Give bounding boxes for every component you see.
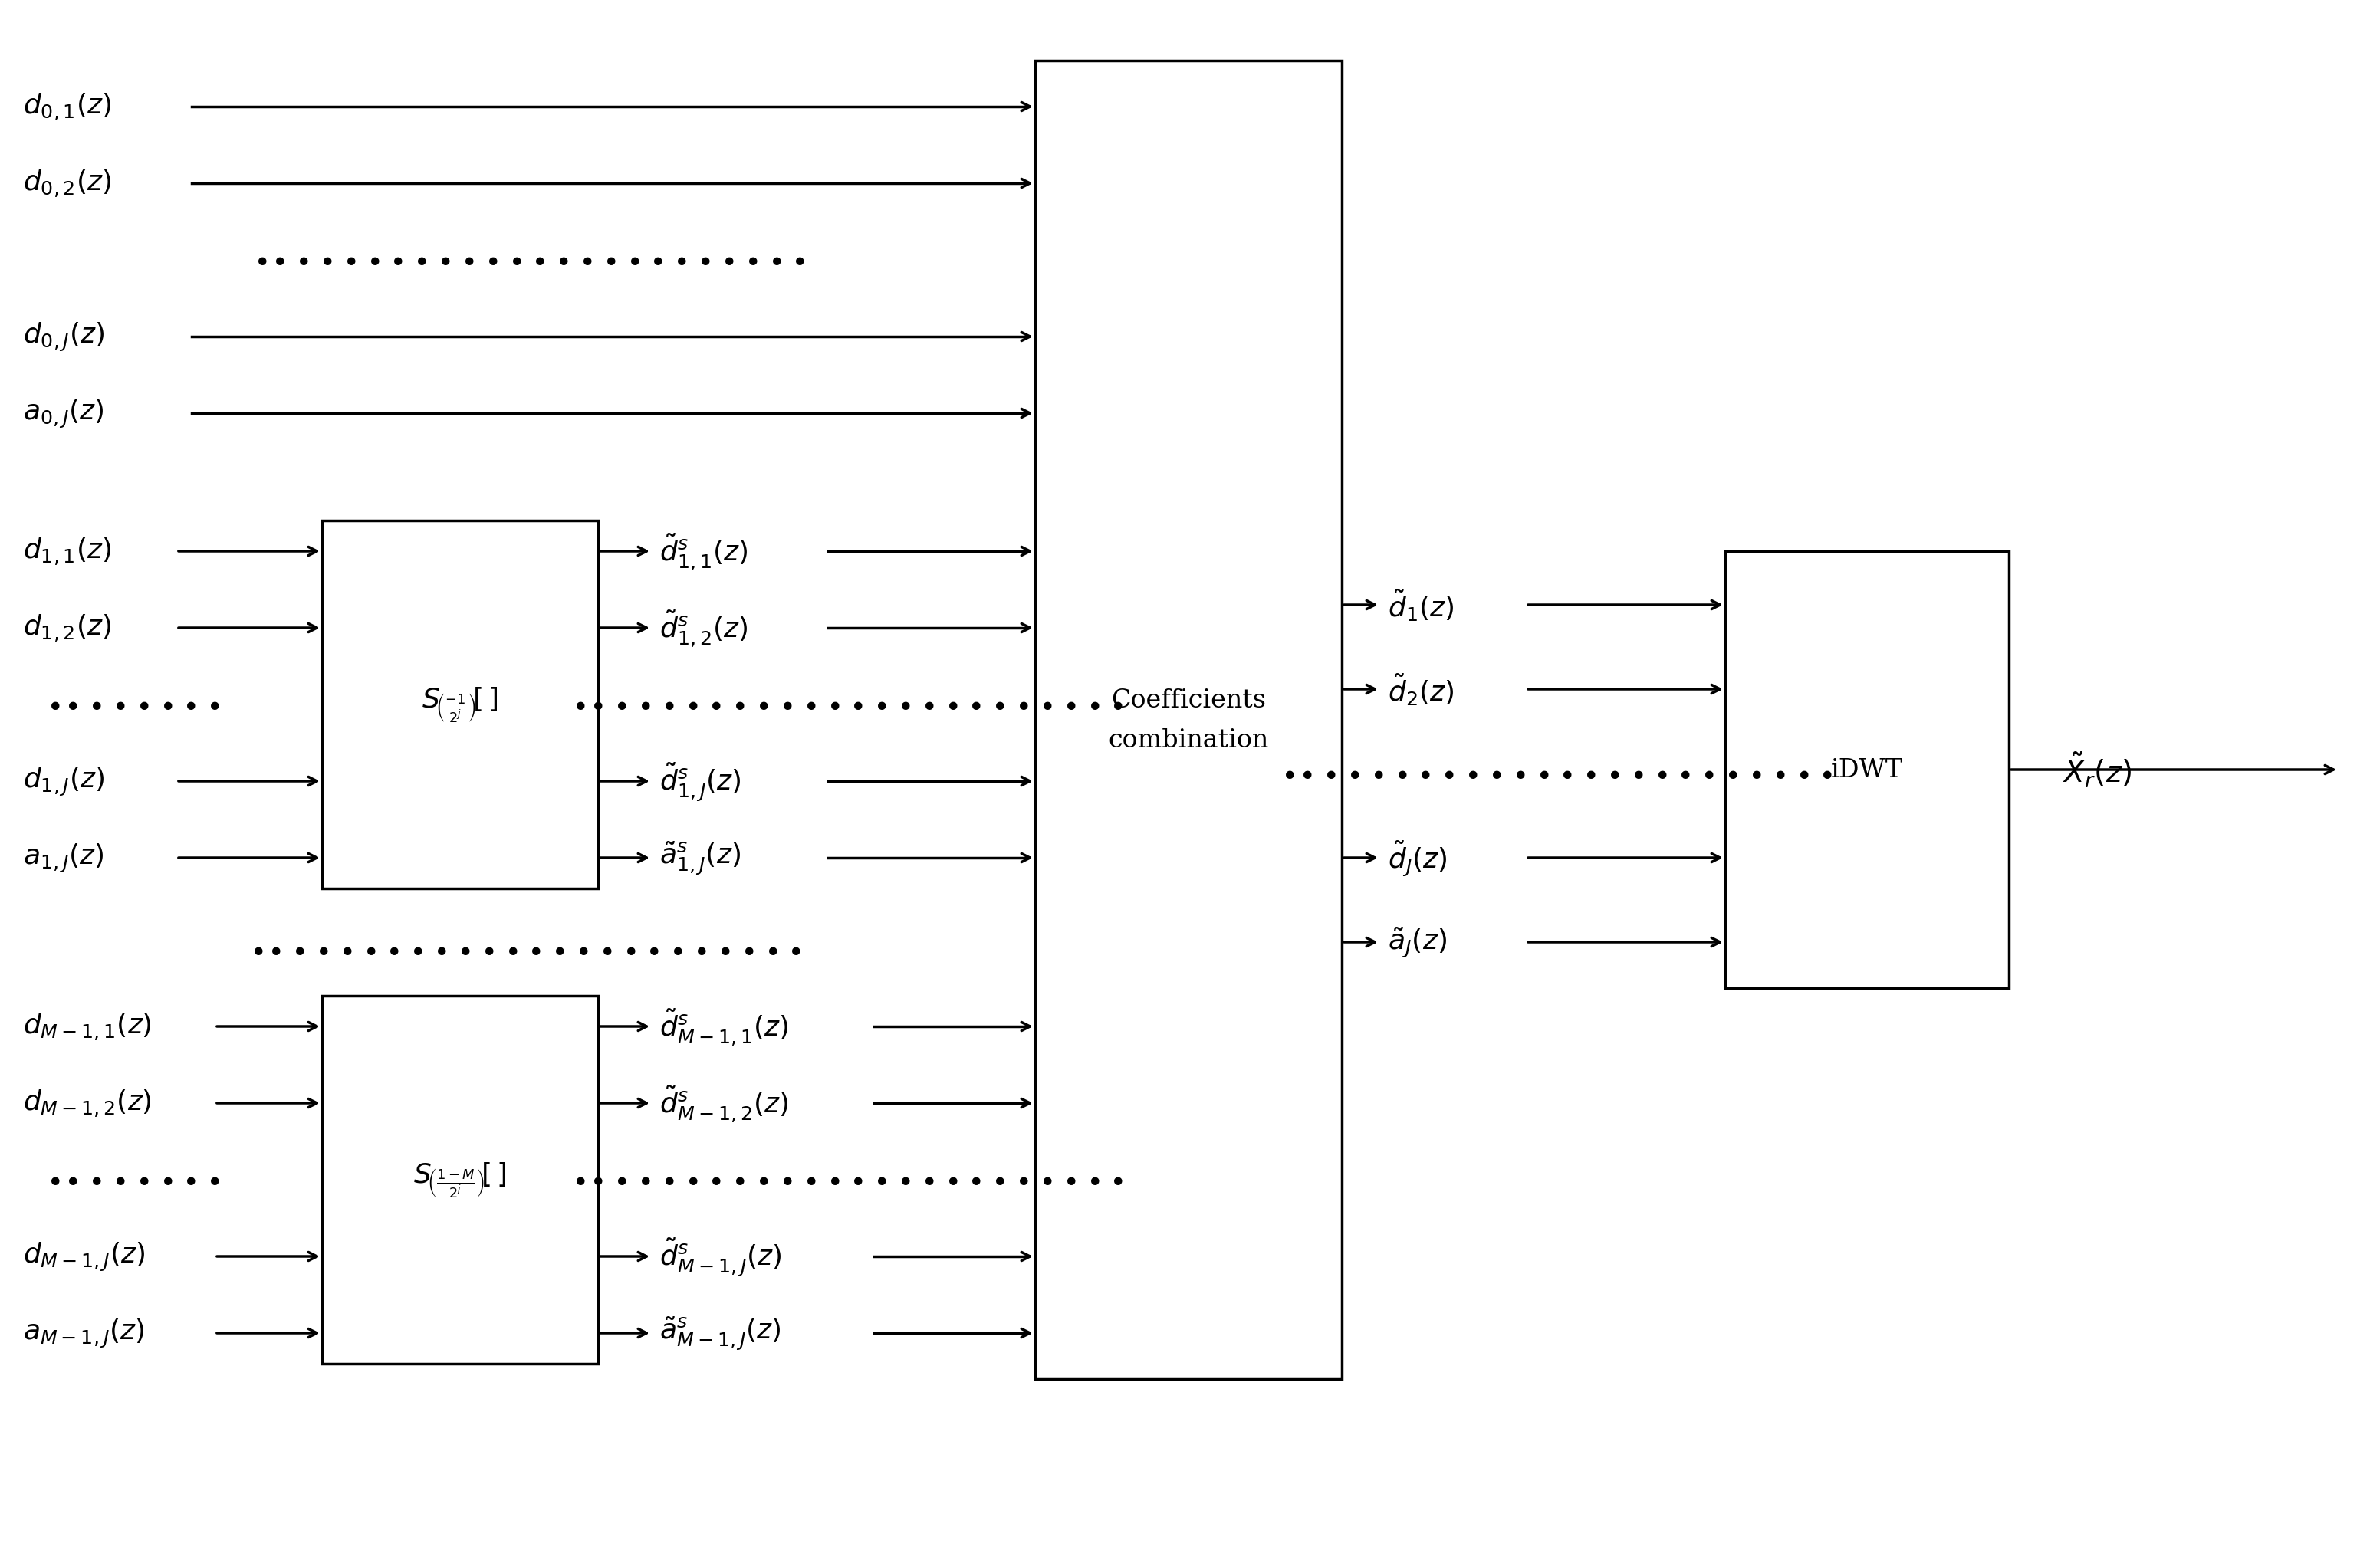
- Bar: [321, 520, 597, 889]
- Text: $d_{1,2}(z)$: $d_{1,2}(z)$: [24, 613, 112, 644]
- Text: $d_{0,2}(z)$: $d_{0,2}(z)$: [24, 169, 112, 199]
- Text: $\bullet\!\bullet\!\bullet\!\bullet\!\bullet\!\bullet\!\bullet\!\bullet\!\bullet: $\bullet\!\bullet\!\bullet\!\bullet\!\bu…: [571, 692, 1123, 717]
- Text: $\bullet\!\bullet\!\bullet\!\bullet\!\bullet\!\bullet\!\bullet\!\bullet\!\bullet: $\bullet\!\bullet\!\bullet\!\bullet\!\bu…: [1280, 761, 1833, 786]
- Text: $d_{M-1,1}(z)$: $d_{M-1,1}(z)$: [24, 1011, 152, 1043]
- Text: iDWT: iDWT: [1830, 758, 1904, 782]
- Text: Coefficients
combination: Coefficients combination: [1109, 688, 1269, 752]
- Text: $\tilde{d}^s_{M-1,2}(z)$: $\tilde{d}^s_{M-1,2}(z)$: [659, 1083, 788, 1124]
- Text: $\tilde{a}^s_{1,J}(z)$: $\tilde{a}^s_{1,J}(z)$: [659, 839, 740, 877]
- Text: $a_{1,J}(z)$: $a_{1,J}(z)$: [24, 842, 105, 874]
- Text: $\bullet\!\bullet\!\bullet\!\bullet\!\bullet\!\bullet\!\bullet\!\bullet\!\bullet: $\bullet\!\bullet\!\bullet\!\bullet\!\bu…: [250, 938, 802, 963]
- Text: $\tilde{d}_1(z)$: $\tilde{d}_1(z)$: [1388, 588, 1454, 624]
- Text: $d_{0,1}(z)$: $d_{0,1}(z)$: [24, 92, 112, 122]
- Text: $d_{1,J}(z)$: $d_{1,J}(z)$: [24, 766, 105, 797]
- Text: $\tilde{d}^s_{1,J}(z)$: $\tilde{d}^s_{1,J}(z)$: [659, 760, 740, 803]
- Bar: [1035, 61, 1342, 1379]
- Text: $a_{M-1,J}(z)$: $a_{M-1,J}(z)$: [24, 1318, 145, 1349]
- Text: $\bullet\!\bullet\!\bullet\!\bullet\!\bullet\!\bullet\!\bullet\!\bullet$: $\bullet\!\bullet\!\bullet\!\bullet\!\bu…: [45, 692, 221, 717]
- Text: $d_{0,J}(z)$: $d_{0,J}(z)$: [24, 320, 105, 353]
- Text: $\bullet\!\bullet\!\bullet\!\bullet\!\bullet\!\bullet\!\bullet\!\bullet\!\bullet: $\bullet\!\bullet\!\bullet\!\bullet\!\bu…: [571, 1168, 1123, 1193]
- Bar: [1726, 552, 2009, 988]
- Text: $\tilde{d}_2(z)$: $\tilde{d}_2(z)$: [1388, 672, 1454, 708]
- Text: $\bullet\!\bullet\!\bullet\!\bullet\!\bullet\!\bullet\!\bullet\!\bullet$: $\bullet\!\bullet\!\bullet\!\bullet\!\bu…: [45, 1168, 221, 1193]
- Text: $a_{0,J}(z)$: $a_{0,J}(z)$: [24, 397, 105, 430]
- Text: $\tilde{d}^s_{M-1,J}(z)$: $\tilde{d}^s_{M-1,J}(z)$: [659, 1235, 781, 1279]
- Text: $\tilde{d}^s_{1,1}(z)$: $\tilde{d}^s_{1,1}(z)$: [659, 531, 747, 572]
- Text: $d_{M-1,2}(z)$: $d_{M-1,2}(z)$: [24, 1088, 152, 1119]
- Text: $\tilde{d}^s_{1,2}(z)$: $\tilde{d}^s_{1,2}(z)$: [659, 608, 747, 649]
- Text: $S_{\!\left(\frac{-1}{2^j}\right)}\![\,]$: $S_{\!\left(\frac{-1}{2^j}\right)}\![\,]…: [421, 686, 497, 724]
- Text: $\tilde{a}^s_{M-1,J}(z)$: $\tilde{a}^s_{M-1,J}(z)$: [659, 1314, 781, 1352]
- Text: $d_{M-1,J}(z)$: $d_{M-1,J}(z)$: [24, 1241, 145, 1272]
- Text: $\tilde{a}_J(z)$: $\tilde{a}_J(z)$: [1388, 925, 1447, 960]
- Text: $\tilde{X}_r(z)$: $\tilde{X}_r(z)$: [2063, 750, 2132, 789]
- Text: $\tilde{d}_J(z)$: $\tilde{d}_J(z)$: [1388, 838, 1447, 878]
- Text: $\bullet\!\bullet\!\bullet\!\bullet\!\bullet\!\bullet\!\bullet\!\bullet\!\bullet: $\bullet\!\bullet\!\bullet\!\bullet\!\bu…: [252, 247, 804, 274]
- Text: $S_{\!\left(\frac{1-M}{2^j}\right)}\![\,]$: $S_{\!\left(\frac{1-M}{2^j}\right)}\![\,…: [414, 1161, 507, 1199]
- Bar: [321, 996, 597, 1364]
- Text: $d_{1,1}(z)$: $d_{1,1}(z)$: [24, 536, 112, 567]
- Text: $\tilde{d}^s_{M-1,1}(z)$: $\tilde{d}^s_{M-1,1}(z)$: [659, 1007, 788, 1047]
